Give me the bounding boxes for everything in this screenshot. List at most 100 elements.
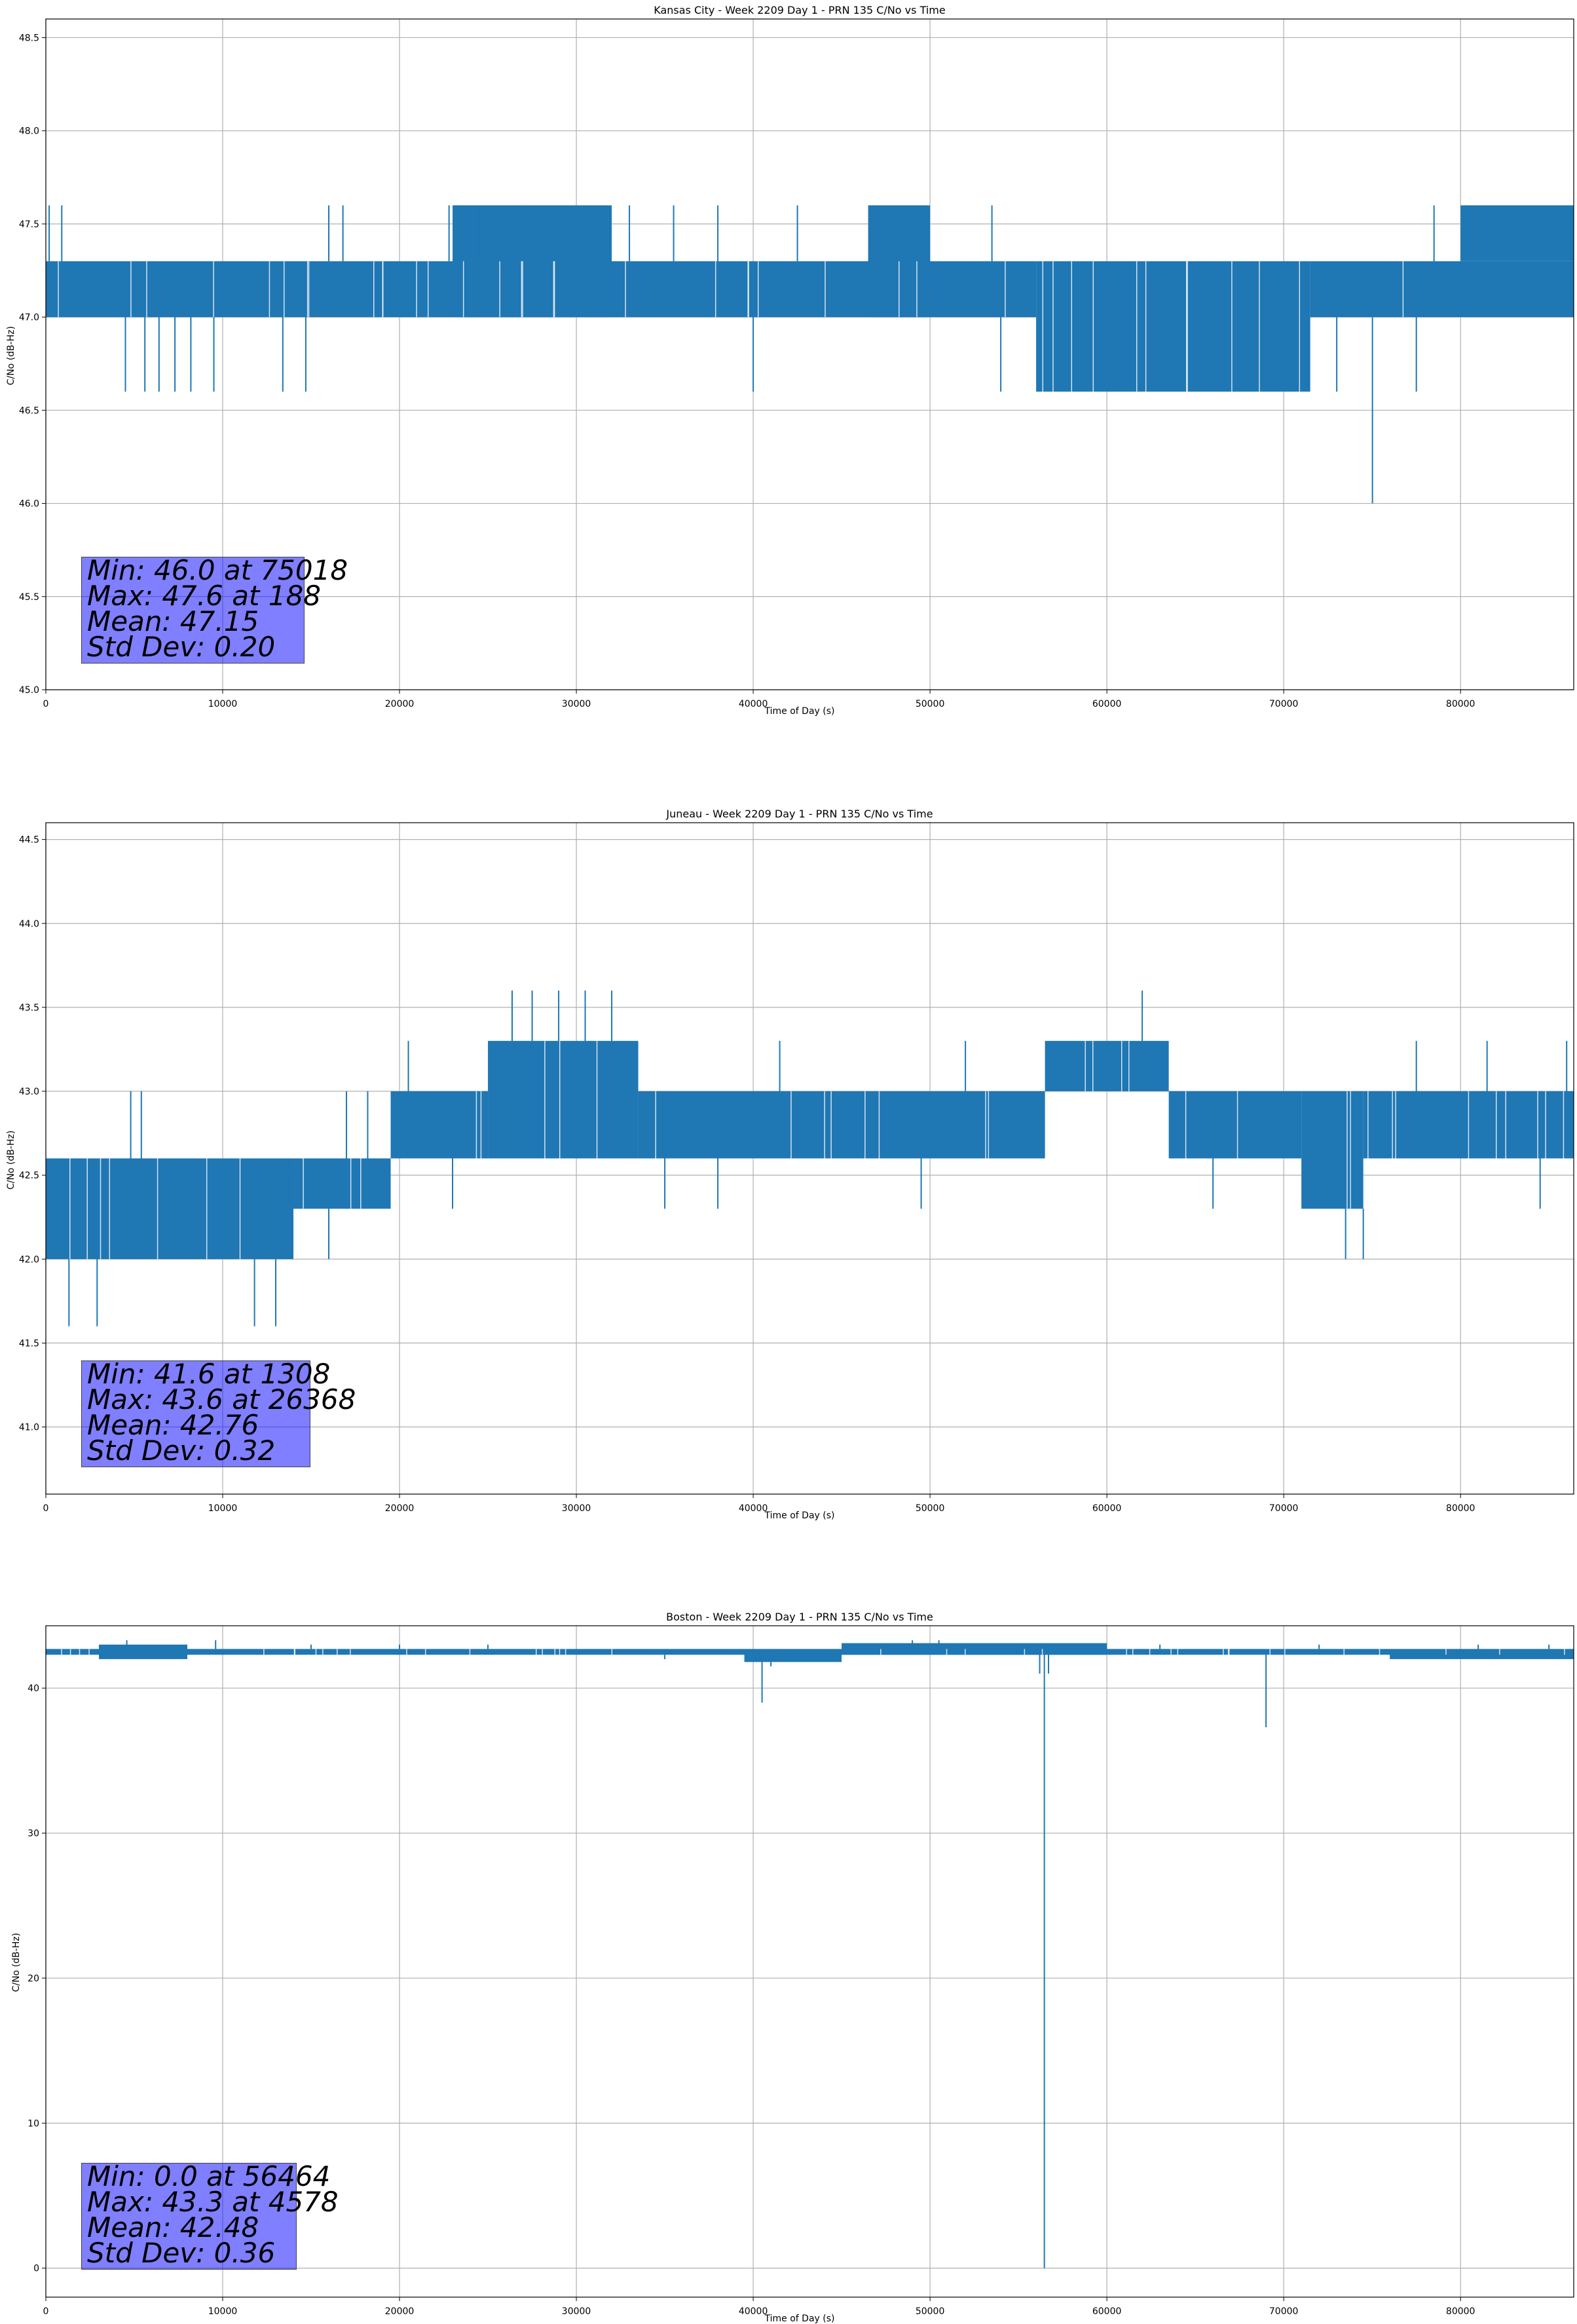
data-band (638, 1091, 1045, 1159)
x-tick-label: 80000 (1446, 699, 1475, 709)
y-tick-label: 48.0 (19, 126, 39, 137)
stats-box-kansas-city: Min: 46.0 at 75018 Max: 47.6 at 188 Mean… (81, 557, 348, 664)
x-tick-label: 30000 (562, 699, 591, 709)
chart-title: Boston - Week 2209 Day 1 - PRN 135 C/No … (666, 1611, 933, 1623)
y-tick-label: 41.5 (19, 1338, 39, 1349)
y-tick-label: 47.5 (19, 219, 39, 230)
data-series (46, 990, 1574, 1326)
y-axis-label: C/No (dB-Hz) (6, 326, 16, 385)
x-tick-label: 70000 (1269, 699, 1299, 709)
x-axis-label: Time of Day (s) (764, 706, 835, 717)
data-band (1310, 261, 1574, 318)
x-tick-label: 60000 (1092, 2306, 1122, 2317)
stats-max: Max: 43.6 at 26368 (87, 1383, 356, 1415)
data-band (488, 1041, 639, 1159)
data-band (1301, 1091, 1364, 1209)
stats-min: Min: 41.6 at 1308 (87, 1358, 331, 1390)
stats-mean: Mean: 42.48 (87, 2211, 259, 2243)
chart-juneau: Juneau - Week 2209 Day 1 - PRN 135 C/No … (6, 808, 1574, 1521)
x-tick-label: 70000 (1269, 2306, 1299, 2317)
y-tick-label: 0 (33, 2264, 39, 2274)
y-tick-label: 30 (28, 1829, 39, 1839)
y-axis-label: C/No (dB-Hz) (6, 1131, 16, 1190)
data-band (390, 1091, 489, 1159)
data-band (107, 1158, 294, 1260)
x-axis-label: Time of Day (s) (764, 1510, 835, 1521)
data-band (842, 1643, 1107, 1655)
x-tick-label: 10000 (208, 2306, 238, 2317)
x-tick-label: 20000 (385, 1503, 415, 1514)
y-tick-label: 46.0 (19, 499, 39, 510)
data-band (1045, 1041, 1169, 1091)
x-tick-label: 0 (43, 2306, 49, 2317)
plot-frame (45, 822, 1574, 1495)
y-tick-label: 20 (28, 1974, 39, 1984)
stats-max: Max: 43.3 at 4578 (87, 2186, 339, 2218)
x-tick-label: 0 (43, 1503, 49, 1514)
y-tick-label: 47.0 (19, 312, 39, 323)
chart-title: Juneau - Week 2209 Day 1 - PRN 135 C/No … (665, 808, 933, 820)
stats-box-juneau: Min: 41.6 at 1308 Max: 43.6 at 26368 Mea… (81, 1358, 356, 1467)
grid (45, 1626, 1574, 2297)
plot-frame (45, 18, 1574, 690)
x-tick-label: 50000 (916, 2306, 945, 2317)
stats-mean: Mean: 42.76 (87, 1409, 259, 1441)
data-band (1036, 261, 1310, 392)
stats-min: Min: 0.0 at 56464 (87, 2160, 331, 2192)
x-tick-label: 30000 (562, 1503, 591, 1514)
data-band (46, 1158, 108, 1260)
x-tick-label: 10000 (208, 1503, 238, 1514)
stats-mean: Mean: 47.15 (87, 605, 259, 637)
x-tick-label: 60000 (1092, 699, 1122, 709)
ticks: 0 10000 20000 30000 40000 50000 60000 70000 8000… (19, 33, 1475, 709)
stats-std: Std Dev: 0.36 (87, 2237, 276, 2269)
data-band (99, 1644, 188, 1659)
x-tick-label: 80000 (1446, 1503, 1475, 1514)
stats-std: Std Dev: 0.32 (87, 1434, 276, 1467)
ticks: 0 10000 20000 30000 40000 50000 60000 70000 8000… (19, 835, 1475, 1514)
data-band (293, 1158, 391, 1209)
x-tick-label: 80000 (1446, 2306, 1475, 2317)
y-tick-label: 42.0 (19, 1254, 39, 1265)
x-tick-label: 40000 (739, 1503, 768, 1514)
data-series (46, 205, 1574, 504)
x-tick-label: 0 (43, 699, 49, 709)
y-tick-label: 44.0 (19, 919, 39, 929)
y-tick-label: 43.5 (19, 1003, 39, 1013)
x-tick-label: 40000 (739, 2306, 768, 2317)
x-tick-label: 20000 (385, 699, 415, 709)
stats-std: Std Dev: 0.20 (87, 631, 276, 663)
y-tick-label: 43.0 (19, 1087, 39, 1097)
x-tick-label: 50000 (916, 699, 945, 709)
stats-box-boston: Min: 0.0 at 56464 Max: 43.3 at 4578 Mean… (81, 2160, 339, 2270)
ticks: 0 10000 20000 30000 40000 50000 60000 70000 8000… (28, 1683, 1475, 2317)
data-band (453, 205, 612, 318)
y-tick-label: 45.5 (19, 592, 39, 603)
x-tick-label: 30000 (562, 2306, 591, 2317)
y-tick-label: 41.0 (19, 1423, 39, 1433)
y-tick-label: 40 (28, 1683, 39, 1694)
x-tick-label: 10000 (208, 699, 238, 709)
chart-kansas-city: Kansas City - Week 2209 Day 1 - PRN 135 … (6, 4, 1574, 717)
data-series (46, 1640, 1574, 2268)
plot-frame (45, 1625, 1574, 2298)
x-tick-label: 20000 (385, 2306, 415, 2317)
y-tick-label: 42.5 (19, 1171, 39, 1181)
data-band (1460, 205, 1574, 261)
chart-title: Kansas City - Week 2209 Day 1 - PRN 135 … (654, 4, 945, 16)
y-tick-label: 48.5 (19, 33, 39, 43)
stats-max: Max: 47.6 at 188 (87, 580, 321, 612)
x-tick-label: 40000 (739, 699, 768, 709)
data-band (1390, 1650, 1574, 1659)
y-tick-label: 10 (28, 2118, 39, 2129)
x-tick-label: 70000 (1269, 1503, 1299, 1514)
y-tick-label: 45.0 (19, 685, 39, 696)
y-tick-label: 44.5 (19, 835, 39, 846)
x-axis-label: Time of Day (s) (764, 2314, 835, 2324)
y-axis-label: C/No (dB-Hz) (11, 1933, 22, 1992)
x-tick-label: 50000 (916, 1503, 945, 1514)
chart-boston: Boston - Week 2209 Day 1 - PRN 135 C/No … (11, 1611, 1574, 2324)
data-band (1168, 1091, 1302, 1159)
x-tick-label: 60000 (1092, 1503, 1122, 1514)
